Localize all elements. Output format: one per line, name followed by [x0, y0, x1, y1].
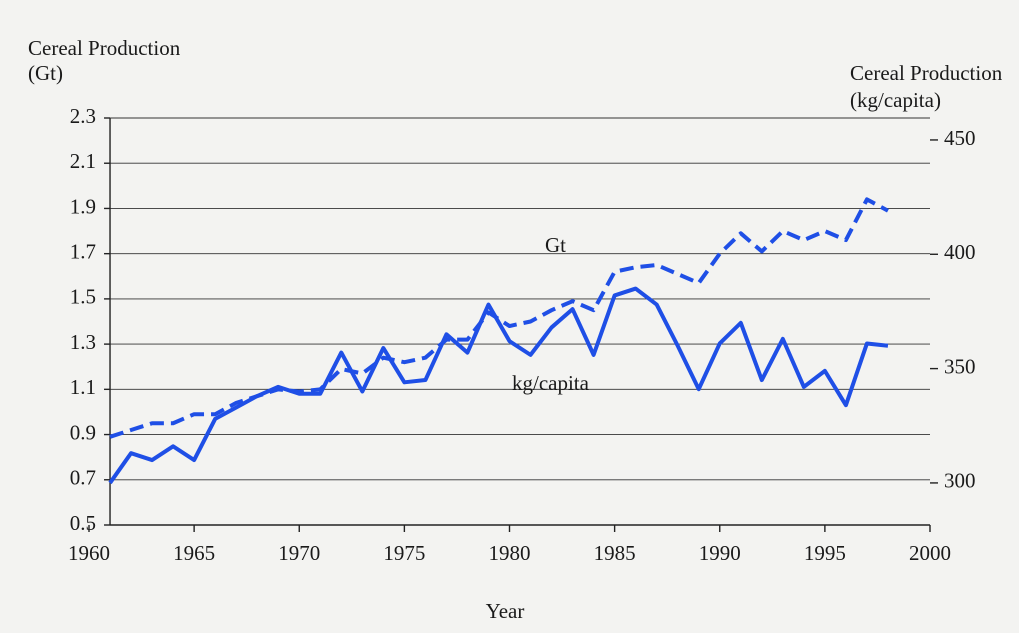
y2-axis-label: Cereal Production — [850, 61, 1003, 85]
x-tick-label: 1970 — [278, 541, 320, 565]
x-axis-label: Year — [486, 599, 525, 623]
y-tick-label: 1.9 — [70, 194, 96, 218]
y2-tick-label: 300 — [944, 469, 976, 493]
y-tick-label: 0.9 — [70, 420, 96, 444]
x-tick-label: 1960 — [68, 541, 110, 565]
x-tick-label: 2000 — [909, 541, 951, 565]
y-tick-label: 0.7 — [70, 466, 96, 490]
y-tick-label: 1.3 — [70, 330, 96, 354]
x-tick-label: 1995 — [804, 541, 846, 565]
y-tick-label: 2.3 — [70, 104, 96, 128]
y2-tick-label: 350 — [944, 354, 976, 378]
y-tick-label: 1.1 — [70, 375, 96, 399]
series-line — [108, 286, 889, 485]
y-axis-label: Cereal Production — [28, 36, 181, 60]
y-axis-label: (Gt) — [28, 61, 63, 85]
series-label: kg/capita — [512, 371, 590, 395]
series-label: Gt — [545, 233, 566, 257]
series-line — [109, 197, 889, 439]
y-tick-label: 0.5 — [70, 511, 96, 535]
y-tick-label: 1.7 — [70, 239, 96, 263]
y-tick-label: 2.1 — [70, 149, 96, 173]
x-tick-label: 1980 — [489, 541, 531, 565]
y2-tick-label: 450 — [944, 126, 976, 150]
y2-axis-label: (kg/capita) — [850, 88, 941, 112]
x-tick-label: 1965 — [173, 541, 215, 565]
x-tick-label: 1975 — [383, 541, 425, 565]
y2-tick-label: 400 — [944, 240, 976, 264]
y-tick-label: 1.5 — [70, 285, 96, 309]
x-tick-label: 1990 — [699, 541, 741, 565]
x-tick-label: 1985 — [594, 541, 636, 565]
